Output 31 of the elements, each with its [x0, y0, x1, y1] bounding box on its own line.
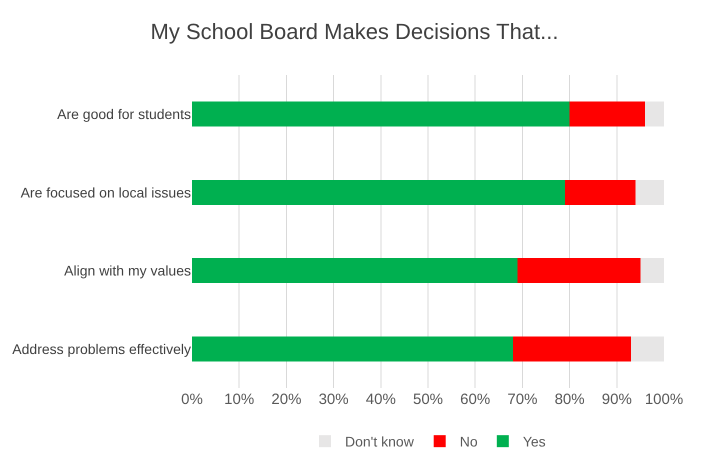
x-tick-label: 100% [644, 391, 684, 408]
bar [192, 102, 570, 127]
bar [630, 336, 664, 362]
legend-label: No [460, 434, 478, 450]
bar [192, 258, 518, 284]
legend-label: Don't know [345, 434, 415, 450]
bar [192, 180, 565, 205]
x-tick-label: 10% [224, 391, 254, 408]
bar [564, 180, 636, 205]
x-tick-label: 70% [507, 391, 538, 408]
y-tick-label: Address problems effectively [12, 340, 191, 357]
bar [518, 258, 640, 284]
legend-label: Yes [522, 434, 546, 450]
x-tick-label: 0% [181, 391, 203, 408]
y-tick-label: Align with my values [64, 262, 191, 279]
x-tick-label: 20% [271, 391, 302, 408]
bar [645, 102, 664, 127]
y-tick-label: Are good for students [57, 106, 191, 122]
x-tick-label: 50% [412, 391, 444, 408]
x-tick-label: 60% [460, 391, 490, 408]
y-tick-label: Are focused on local issues [20, 184, 191, 200]
x-tick-label: 90% [602, 391, 632, 408]
bar [570, 102, 646, 127]
x-tick-label: 80% [554, 391, 585, 408]
bar [640, 258, 664, 284]
bar [636, 180, 664, 205]
chart-title: My School Board Makes Decisions That... [150, 18, 558, 44]
x-tick-label: 40% [366, 391, 396, 408]
bar [512, 336, 631, 362]
bar [192, 336, 513, 362]
x-tick-label: 30% [318, 391, 349, 408]
